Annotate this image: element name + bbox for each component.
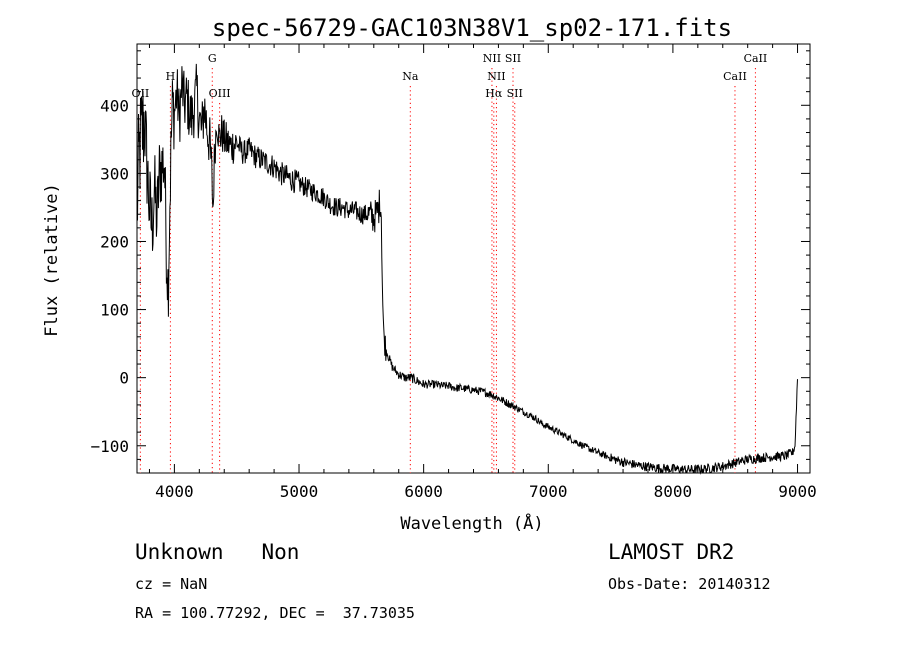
x-tick-label: 4000	[155, 482, 194, 501]
subclass-label: Non	[261, 540, 300, 564]
y-tick-label: 0	[119, 369, 129, 388]
emission-line-label: Hα	[485, 87, 503, 100]
obs-date-label: Obs-Date: 20140312	[608, 575, 771, 593]
y-tick-label: 200	[100, 232, 129, 251]
emission-line-label: Na	[402, 70, 419, 83]
y-tick-label: 100	[100, 301, 129, 320]
class-label: Unknown	[135, 540, 224, 564]
emission-line-label: NII	[483, 52, 501, 65]
x-tick-label: 5000	[280, 482, 319, 501]
emission-line-markers	[139, 68, 756, 473]
plot-axes	[136, 43, 811, 474]
emission-line-label: NII	[487, 70, 505, 83]
emission-line-label: OII	[132, 87, 150, 100]
axis-tick-labels: 4000 5000 6000 7000 8000 9000 −100 0 100 200 300 40…	[90, 96, 816, 501]
spectrum-line	[136, 63, 798, 475]
x-axis-label: Wavelength (Å)	[400, 512, 543, 534]
redshift-label: cz = NaN	[135, 575, 208, 593]
x-tick-label: 8000	[654, 482, 693, 501]
emission-line-label: SII	[505, 52, 521, 65]
x-tick-label: 6000	[404, 482, 443, 501]
axis-ticks	[137, 44, 810, 473]
y-tick-label: 400	[100, 96, 129, 115]
emission-line-label: H	[166, 70, 176, 83]
y-axis-label: Flux (relative)	[42, 183, 62, 337]
y-tick-label: 300	[100, 164, 129, 183]
emission-line-label: G	[208, 52, 217, 65]
y-tick-label: −100	[90, 437, 129, 456]
x-tick-label: 7000	[529, 482, 568, 501]
survey-label: LAMOST DR2	[608, 540, 735, 564]
coordinates-label: RA = 100.77292, DEC = 37.73035	[135, 604, 415, 622]
plot-frame	[136, 43, 811, 474]
spectral-class: Unknown Non	[135, 540, 299, 564]
chart-title: spec-56729-GAC103N38V1_sp02-171.fits	[212, 14, 732, 42]
emission-line-label: SII	[507, 87, 523, 100]
emission-line-label: CaII	[744, 52, 768, 65]
x-tick-label: 9000	[778, 482, 817, 501]
emission-line-label: CaII	[723, 70, 747, 83]
emission-line-label: OIII	[209, 87, 231, 100]
